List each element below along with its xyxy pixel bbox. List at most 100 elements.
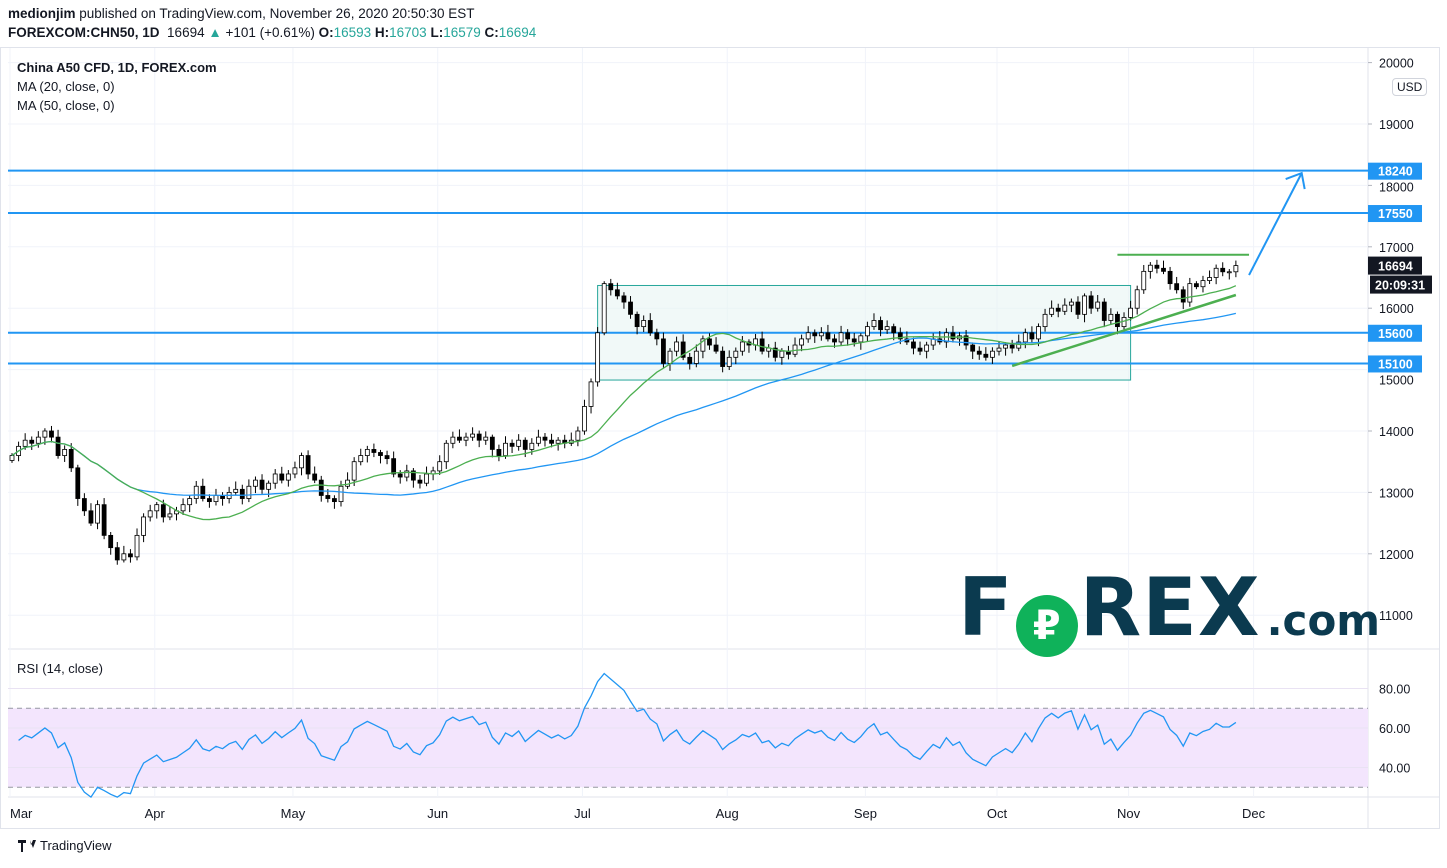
candle	[779, 350, 785, 358]
price-tick-label: 19000	[1379, 118, 1414, 132]
candle	[1147, 264, 1153, 272]
last-price-label-bg	[1368, 256, 1422, 275]
arrow-head-icon	[1285, 171, 1306, 190]
candle	[963, 335, 969, 346]
candle	[470, 433, 476, 438]
candle	[147, 510, 153, 518]
candle	[641, 320, 647, 328]
candle	[253, 479, 258, 487]
candle	[1220, 267, 1226, 273]
candle	[345, 479, 350, 487]
candle	[818, 332, 824, 337]
candle	[713, 344, 719, 352]
tradingview-logo[interactable]: TradingView	[18, 838, 112, 853]
candle	[437, 461, 443, 472]
candle	[575, 430, 581, 441]
candle	[88, 510, 94, 524]
candle	[891, 326, 897, 334]
legend-ma50[interactable]: MA (50, close, 0)	[17, 98, 115, 113]
candle	[1055, 307, 1061, 312]
candle	[1200, 280, 1206, 288]
level-label: 18240	[1378, 165, 1413, 179]
candle	[22, 439, 28, 447]
candle	[404, 470, 410, 478]
time-axis-label: May	[281, 806, 306, 821]
candle	[687, 356, 693, 364]
candle	[305, 455, 311, 475]
candle	[1082, 295, 1087, 315]
symbol-info: FOREXCOM:CHN50, 1D 16694 ▲ +101 (+0.61%)…	[8, 25, 536, 40]
legend-rsi[interactable]: RSI (14, close)	[17, 661, 103, 676]
candle	[693, 350, 699, 364]
candle	[384, 455, 390, 460]
candle	[865, 326, 870, 337]
candle	[983, 353, 989, 358]
low-value: 16579	[443, 25, 481, 40]
candle	[193, 485, 199, 499]
candle	[489, 436, 495, 450]
candle	[1101, 301, 1107, 321]
candle	[1226, 271, 1232, 274]
level-label: 15100	[1378, 357, 1413, 371]
level-label: 17550	[1378, 207, 1413, 221]
candle	[160, 504, 166, 518]
candle	[674, 341, 679, 352]
countdown-label: 20:09:31	[1375, 279, 1425, 293]
candle	[279, 473, 285, 481]
candle	[555, 439, 561, 444]
candle	[911, 341, 916, 349]
candle	[101, 504, 107, 536]
candle	[878, 320, 883, 331]
level-label-bg	[1368, 355, 1422, 373]
projection-arrow	[1248, 172, 1303, 276]
candle	[49, 430, 54, 438]
legend-title[interactable]: China A50 CFD, 1D, FOREX.com	[17, 60, 217, 75]
price-tick-label: 18000	[1379, 181, 1414, 195]
tradingview-icon	[18, 839, 36, 852]
candle	[542, 436, 548, 441]
candle	[318, 479, 324, 496]
candle	[549, 439, 554, 444]
candle	[707, 338, 712, 346]
rsi-tick-label: 60.00	[1379, 722, 1410, 736]
candle	[443, 442, 449, 463]
candle	[529, 442, 535, 450]
candle	[1161, 267, 1166, 272]
candle	[121, 553, 127, 561]
candle	[213, 495, 219, 503]
candle	[62, 449, 68, 456]
legend-ma20[interactable]: MA (20, close, 0)	[17, 79, 115, 94]
currency-button[interactable]: USD	[1392, 78, 1428, 96]
candle	[371, 449, 377, 453]
logo-o-icon: ₽	[1015, 595, 1078, 657]
candle	[720, 350, 726, 367]
candle	[95, 504, 100, 524]
candle	[424, 473, 429, 484]
candle	[897, 332, 903, 340]
candle	[812, 332, 818, 337]
candle	[312, 473, 318, 481]
candle	[950, 332, 956, 340]
candle	[55, 436, 61, 456]
candle	[601, 283, 607, 334]
level-label-bg	[1368, 324, 1422, 342]
candle	[463, 436, 469, 441]
rsi-band	[8, 708, 1368, 788]
candle	[378, 452, 383, 456]
candle	[134, 534, 140, 558]
candle	[325, 495, 331, 499]
published-text: published on TradingView.com, November 2…	[79, 6, 475, 21]
candle	[733, 350, 739, 358]
candle	[759, 338, 765, 352]
open-value: 16593	[333, 25, 372, 40]
author[interactable]: medionjim	[8, 6, 76, 21]
candle	[338, 485, 344, 503]
candle	[397, 473, 403, 478]
high-label: H:	[374, 25, 390, 40]
candle	[628, 301, 633, 315]
candle	[1009, 344, 1015, 349]
rsi-line	[18, 672, 1237, 799]
candle	[1068, 301, 1074, 306]
candle	[1029, 332, 1035, 340]
